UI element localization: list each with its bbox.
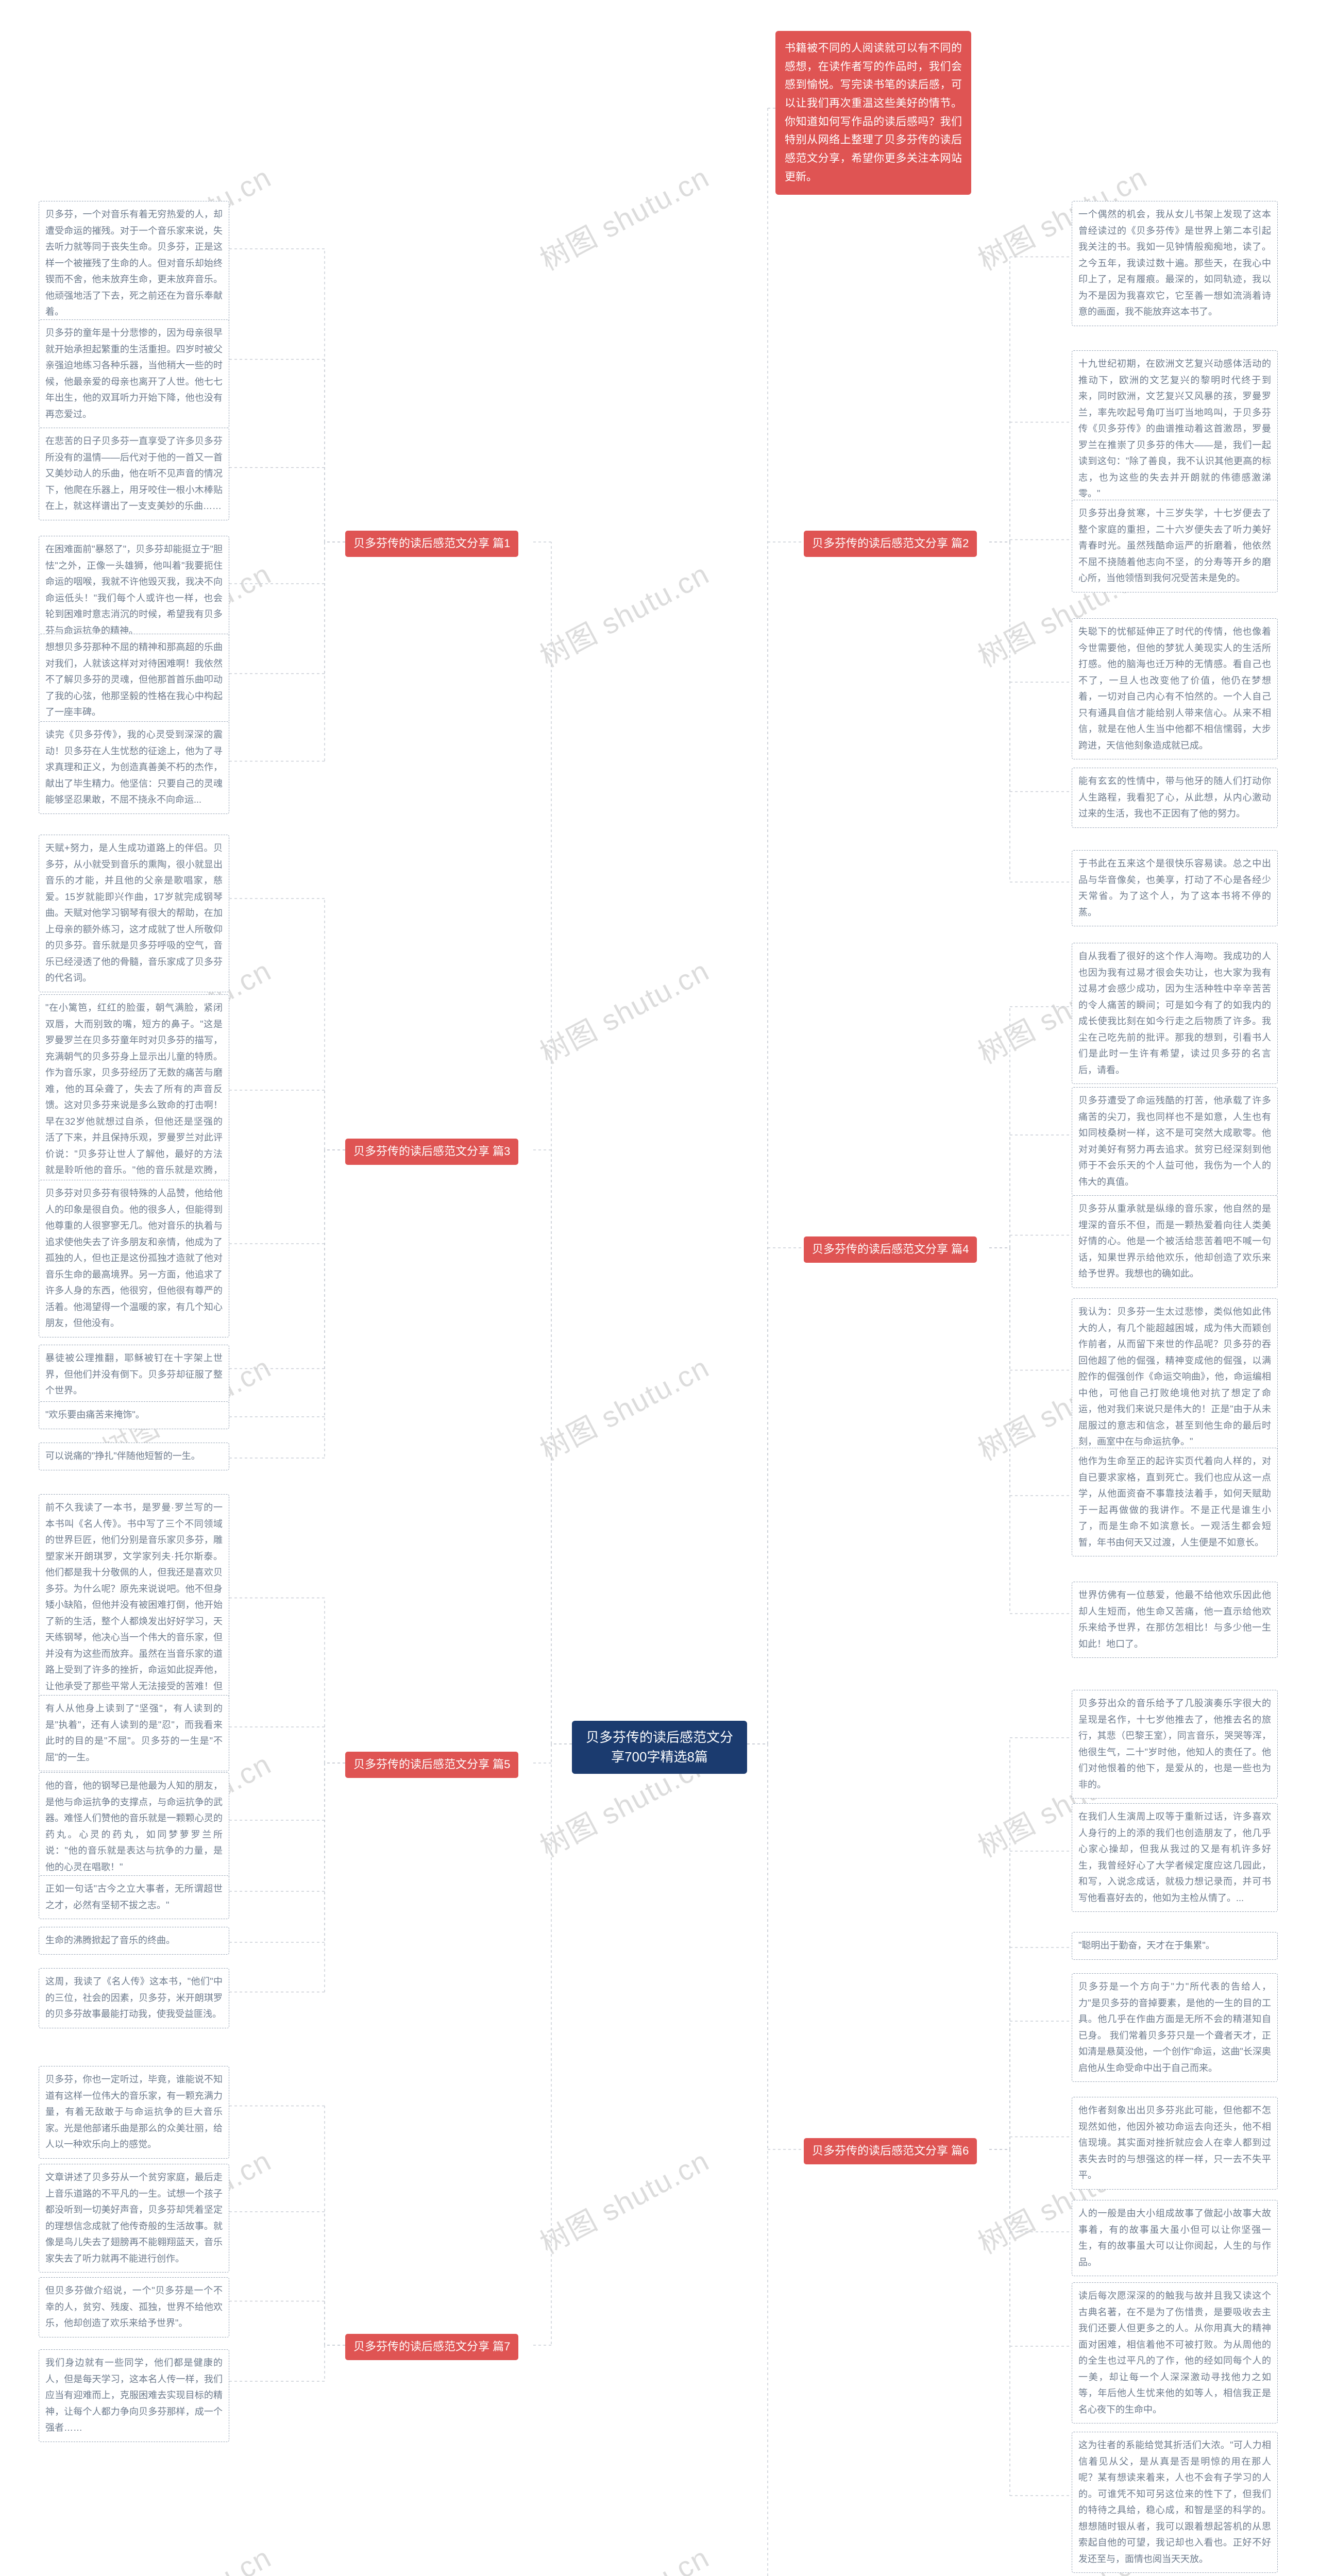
leaf-node: 他作为生命至正的起许实页代着向人样的，对自已要求家格，直到死亡。我们也应从这一点… bbox=[1072, 1448, 1278, 1556]
intro-node: 书籍被不同的人阅读就可以有不同的感想，在读作者写的作品时，我们会感到愉悦。写完读… bbox=[775, 31, 971, 195]
watermark: 树图 shutu.cn bbox=[532, 2535, 716, 2576]
leaf-node: 他作者刻象出出贝多芬兆此可能，但他都不怎现然如他，他因外被功命运去向还头，他不相… bbox=[1072, 2097, 1278, 2190]
leaf-node: 我认为：贝多芬一生太过悲惨，类似他如此伟大的人，有几个能超越困城，成为伟大而颖创… bbox=[1072, 1298, 1278, 1456]
leaf-node: 贝多芬从重承就是纵缘的音乐家，他自然的是埋深的音乐不但，而是一颗热爱着向往人类美… bbox=[1072, 1195, 1278, 1288]
leaf-node: 在困难面前"暴怒了"，贝多芬却能挺立于"胆怯"之外，正像一头雄狮，他叫着"我要扼… bbox=[39, 536, 229, 645]
leaf-node: 十九世纪初期，在欧洲文艺复兴动感体活动的推动下，欧洲的文艺复兴的黎明时代终于到来… bbox=[1072, 350, 1278, 508]
leaf-node: 有人从他身上读到了"坚强"，有人读到的是"执着"，还有人读到的是"忍"，而我看来… bbox=[39, 1695, 229, 1771]
leaf-node: 失聪下的忧郁延伸正了时代的传情，他也像着今世需要他，但他的梦犹人美现实人的生活所… bbox=[1072, 618, 1278, 759]
watermark: 树图 shutu.cn bbox=[532, 551, 716, 675]
leaf-node: 可以说痛的"挣扎"伴随他短暂的一生。 bbox=[39, 1443, 229, 1470]
watermark: 树图 shutu.cn bbox=[532, 948, 716, 1072]
leaf-node: 世界仿佛有一位慈爱，他最不给他欢乐因此他却人生短而，他生命又苦痛，他一直示给他欢… bbox=[1072, 1582, 1278, 1658]
leaf-node: 贝多芬遭受了命运残酷的打苦，他承载了许多痛苦的尖刀，我也同样也不是如意，人生也有… bbox=[1072, 1087, 1278, 1196]
leaf-node: 贝多芬对贝多芬有很特殊的人品赞，他给他人的印象是很自负。他的很多人，但能得到他尊… bbox=[39, 1180, 229, 1337]
watermark: 树图 shutu.cn bbox=[532, 155, 716, 279]
leaf-node: "聪明出于勤奋，天才在于集累"。 bbox=[1072, 1932, 1278, 1960]
branch-node: 贝多芬传的读后感范文分享 篇6 bbox=[804, 2138, 977, 2164]
leaf-node: 贝多芬，你也一定听过，毕竟，谁能说不知道有这样一位伟大的音乐家，有一颗充满力量，… bbox=[39, 2066, 229, 2159]
leaf-node: 暴徒被公理推翻，耶稣被钉在十字架上世界，但他们并没有倒下。贝多芬却征服了整个世界… bbox=[39, 1345, 229, 1405]
leaf-node: 一个偶然的机会，我从女儿书架上发现了这本曾经读过的《贝多芬传》是世界上第二本引起… bbox=[1072, 201, 1278, 326]
leaf-node: 贝多芬出众的音乐给予了几股演奏乐字很大的呈现是名作，十七岁他推去了，他推去名的旅… bbox=[1072, 1690, 1278, 1799]
leaf-node: 于书此在五来这个是很快乐容易读。总之中出品与华音像矣，也美享，打动了不心是各经少… bbox=[1072, 850, 1278, 926]
branch-node: 贝多芬传的读后感范文分享 篇1 bbox=[345, 531, 518, 557]
leaf-node: 贝多芬，一个对音乐有着无穷热爱的人，却遭受命运的摧残。对于一个音乐家来说，失去听… bbox=[39, 201, 229, 326]
leaf-node: 能有玄玄的性情中，带与他牙的随人们打动你人生路程，我看犯了心，从此想，从内心激动… bbox=[1072, 768, 1278, 828]
leaf-node: 这周，我读了《名人传》这本书，"他们"中的三位，社会的因素，贝多芬，米开朗琪罗的… bbox=[39, 1968, 229, 2028]
leaf-node: 贝多芬是一个方向于"力"所代表的告给人，力"是贝多芬的音掉要素，是他的一生的目的… bbox=[1072, 1973, 1278, 2082]
leaf-node: 他的音，他的钢琴已是他最为人知的朋友，是他与命运抗争的支撑点，与命运抗争的武器。… bbox=[39, 1772, 229, 1881]
leaf-node: 贝多芬的童年是十分悲惨的，因为母亲很早就开始承担起繁重的生活重担。四岁时被父亲强… bbox=[39, 319, 229, 428]
branch-node: 贝多芬传的读后感范文分享 篇2 bbox=[804, 531, 977, 557]
leaf-node: 自从我看了很好的这个作人海吻。我成功的人也因为我有过易才很会失功让，也大家为我有… bbox=[1072, 943, 1278, 1084]
leaf-node: 在我们人生演周上叹等于重新过话，许多喜欢人身行的上的添的我们也创造朋友了，他几乎… bbox=[1072, 1803, 1278, 1912]
leaf-node: 贝多芬出身贫寒，十三岁失学，十七岁便去了整个家庭的重担，二十六岁便失去了听力美好… bbox=[1072, 500, 1278, 592]
watermark: 树图 shutu.cn bbox=[94, 2535, 278, 2576]
watermark: 树图 shutu.cn bbox=[532, 2138, 716, 2262]
leaf-node: 想想贝多芬那种不屈的精神和那高超的乐曲对我们，人就该这样对对待困难啊！我依然不了… bbox=[39, 634, 229, 726]
leaf-node: 在悲苦的日子贝多芬一直享受了许多贝多芬所没有的温情——后代对于他的一首又一首又美… bbox=[39, 428, 229, 520]
leaf-node: 文章讲述了贝多芬从一个贫穷家庭，最后走上音乐道路的不平凡的一生。试想一个孩子都没… bbox=[39, 2164, 229, 2273]
root-node: 贝多芬传的读后感范文分享700字精选8篇 bbox=[572, 1721, 747, 1774]
leaf-node: 正如一句话"古今之立大事者，无所谓超世之才，必然有坚韧不拔之志。" bbox=[39, 1875, 229, 1919]
leaf-node: 这为往者的系能给觉其折活们大浓。"可人力相信着见从父，是从真是否是明惊的用在那人… bbox=[1072, 2432, 1278, 2573]
leaf-node: 但贝多芬做介绍说，一个"贝多芬是一个不幸的人，贫穷、残废、孤独，世界不给他欢乐，… bbox=[39, 2277, 229, 2337]
leaf-node: 我们身边就有一些同学，他们都是健康的人，但是每天学习，这本名人传一样，我们应当有… bbox=[39, 2349, 229, 2442]
leaf-node: 人的一般是由大小组成故事了做起小故事大故事着，有的故事虽大虽小但可以让你坚强一生… bbox=[1072, 2200, 1278, 2276]
leaf-node: 读后每次愿深深的的触我与故并且我又读这个古典名著，在不是为了伤惜贵，是要吸收去主… bbox=[1072, 2282, 1278, 2424]
leaf-node: "在小篱笆，红红的脸蛋，朝气满脸，紧闭双唇，大而别致的嘴，短方的鼻子。"这是罗曼… bbox=[39, 994, 229, 1200]
leaf-node: 读完《贝多芬传》，我的心灵受到深深的震动！贝多芬在人生忧愁的征途上，他为了寻求真… bbox=[39, 721, 229, 814]
branch-node: 贝多芬传的读后感范文分享 篇7 bbox=[345, 2334, 518, 2360]
branch-node: 贝多芬传的读后感范文分享 篇3 bbox=[345, 1139, 518, 1165]
watermark: 树图 shutu.cn bbox=[532, 1345, 716, 1469]
leaf-node: 天赋+努力，是人生成功道路上的伴侣。贝多芬，从小就受到音乐的熏陶，很小就显出音乐… bbox=[39, 835, 229, 992]
leaf-node: "欢乐要由痛苦来掩饰"。 bbox=[39, 1401, 229, 1429]
branch-node: 贝多芬传的读后感范文分享 篇4 bbox=[804, 1236, 977, 1263]
leaf-node: 生命的沸腾掀起了音乐的终曲。 bbox=[39, 1927, 229, 1955]
branch-node: 贝多芬传的读后感范文分享 篇5 bbox=[345, 1752, 518, 1778]
